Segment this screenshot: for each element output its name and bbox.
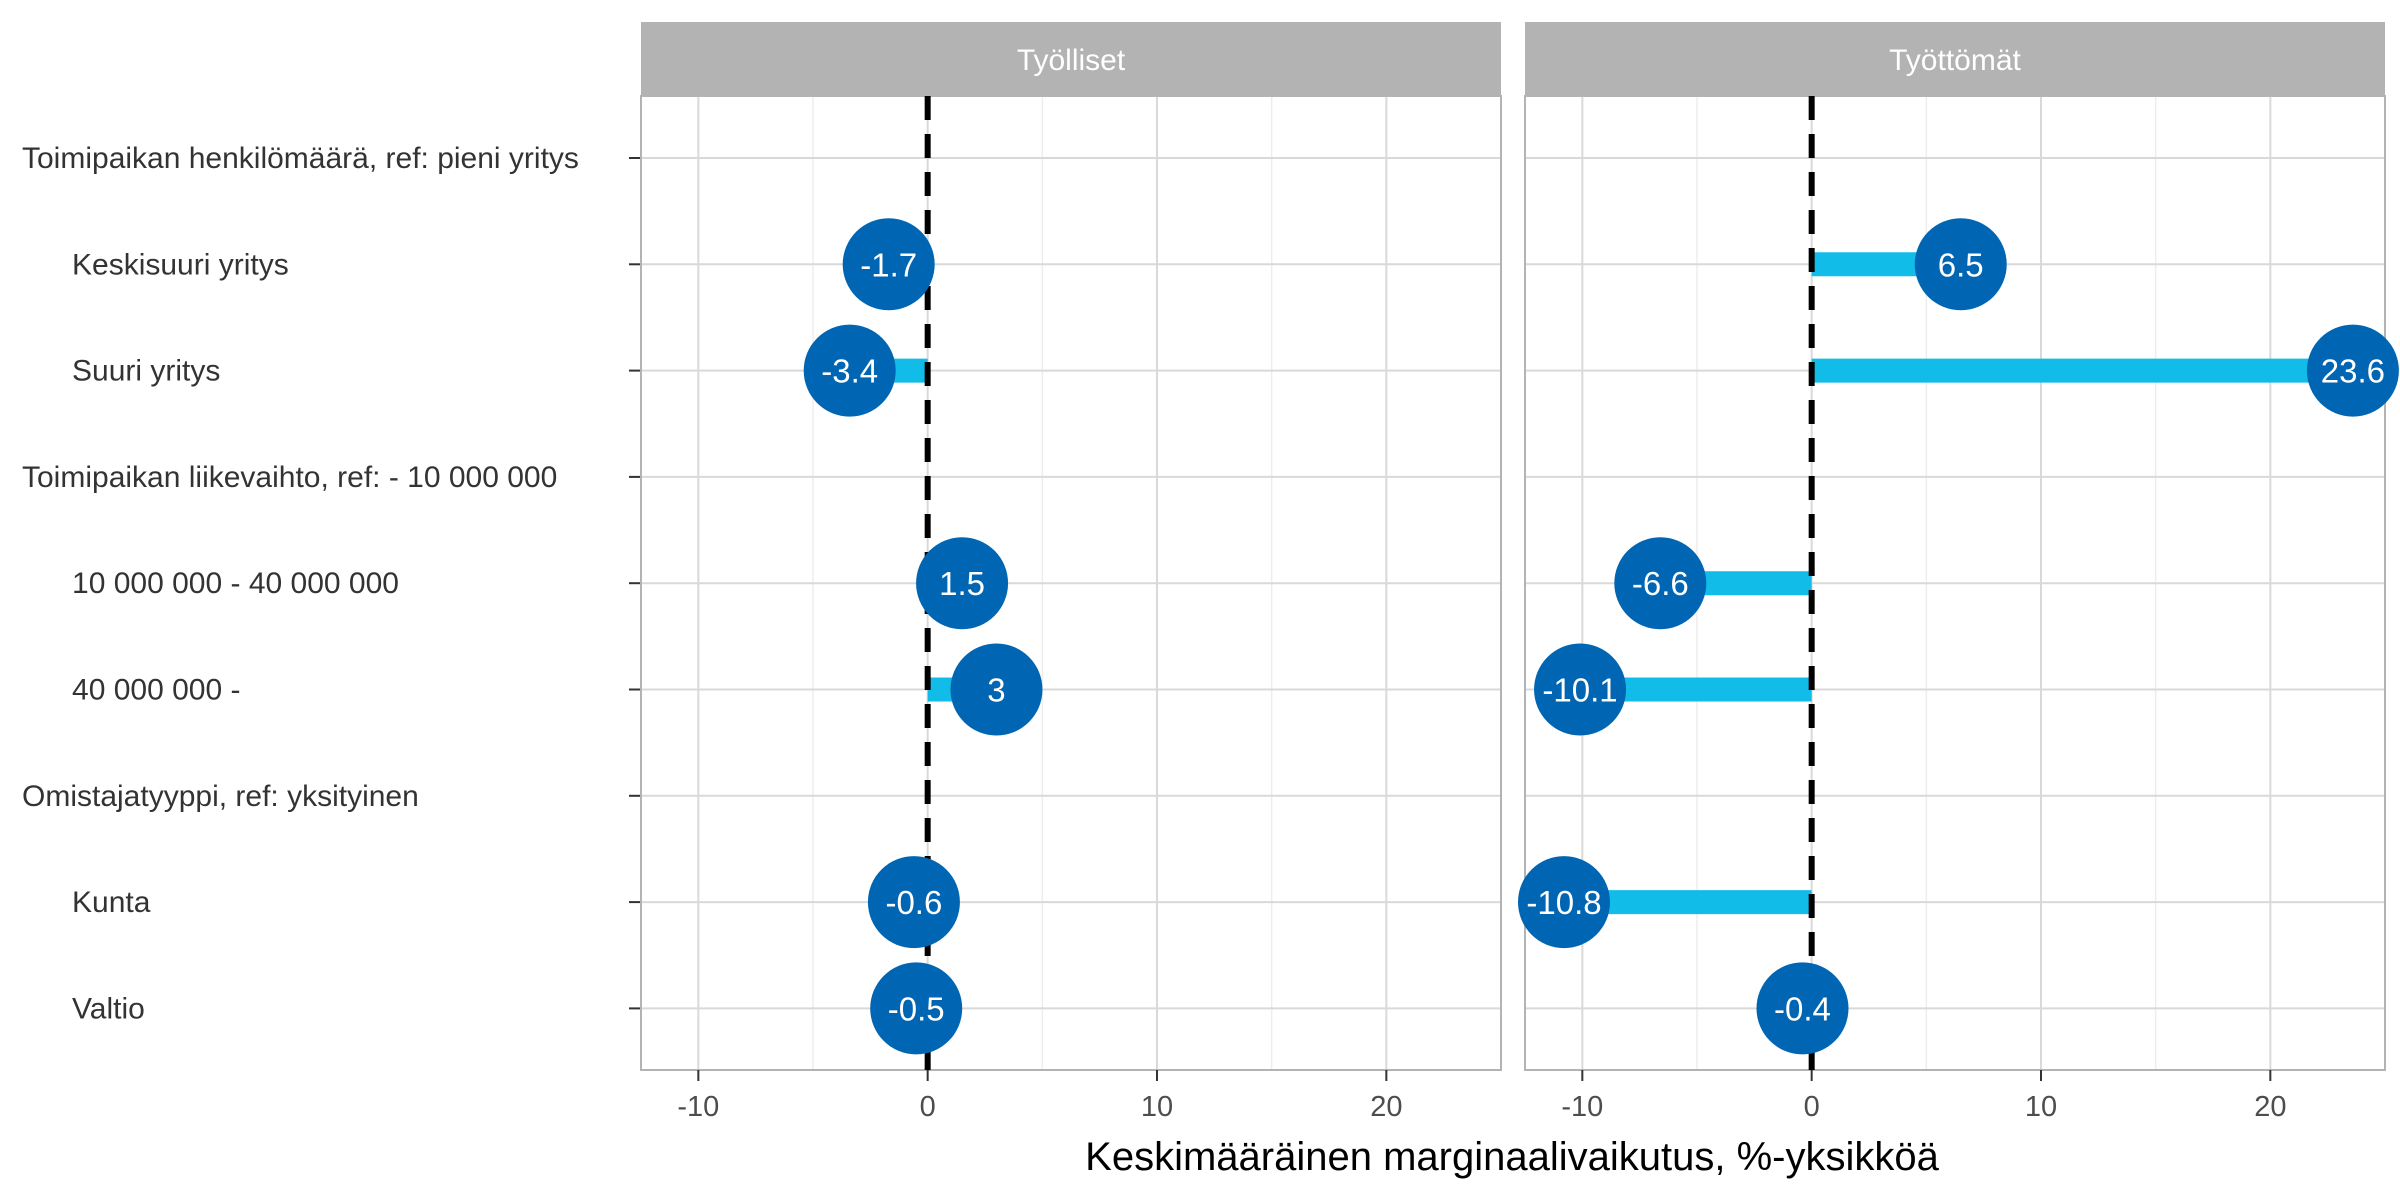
facet-strip-label: Työlliset — [1017, 44, 1126, 77]
panel-border — [640, 95, 1502, 1071]
x-tick-label: 0 — [920, 1091, 936, 1123]
category-label: 10 000 000 - 40 000 000 — [22, 567, 399, 600]
point-value-label: -3.4 — [821, 353, 878, 390]
x-tick-label: -10 — [677, 1091, 719, 1123]
lollipop-point — [842, 218, 935, 311]
point-value-label: 6.5 — [1938, 246, 1984, 283]
point-value-label: -6.6 — [1632, 565, 1689, 602]
lollipop-point — [1517, 856, 1610, 949]
x-tick-label: -10 — [1561, 1091, 1603, 1123]
point-value-label: -10.1 — [1542, 672, 1617, 709]
category-label: Omistajatyyppi, ref: yksityinen — [22, 780, 419, 813]
facet-strip — [1525, 22, 2385, 96]
point-value-label: -0.5 — [888, 990, 945, 1027]
category-label: Suuri yritys — [22, 355, 220, 388]
category-label: Kunta — [22, 886, 151, 919]
category-label: Valtio — [22, 992, 145, 1025]
x-tick-label: 20 — [1370, 1091, 1402, 1123]
lollipop-point — [803, 324, 896, 417]
x-tick-label: 20 — [2254, 1091, 2286, 1123]
x-tick-label: 0 — [1804, 1091, 1820, 1123]
lollipop-point — [916, 537, 1009, 630]
lollipop-point — [1614, 537, 1707, 630]
x-tick-label: 10 — [1141, 1091, 1173, 1123]
lollipop-point — [870, 962, 963, 1055]
lollipop-point — [867, 856, 960, 949]
lollipop-point — [950, 643, 1043, 736]
category-label: Keskisuuri yritys — [22, 248, 289, 281]
facet-panel: Työlliset -1.7 -3.4 1.5 3 -0.6 -0.5 -10 0 10 20 — [640, 22, 1502, 1123]
x-tick-label: 10 — [2025, 1091, 2057, 1123]
category-label: Toimipaikan liikevaihto, ref: - 10 000 0… — [22, 461, 557, 494]
facet-strip — [641, 22, 1501, 96]
lollipop-point — [1756, 962, 1849, 1055]
point-value-label: -0.4 — [1774, 990, 1831, 1027]
point-value-label: 23.6 — [2321, 353, 2385, 390]
facet-panels: Työlliset-1.7-3.41.53-0.6-0.5-10 0 10 20Työ… — [640, 22, 2399, 1123]
point-value-label: -0.6 — [885, 884, 942, 921]
category-label: 40 000 000 - — [22, 674, 240, 707]
point-value-label: 1.5 — [939, 565, 985, 602]
point-value-label: 3 — [987, 672, 1005, 709]
category-label: Toimipaikan henkilömäärä, ref: pieni yri… — [22, 142, 579, 175]
category-labels: Toimipaikan henkilömäärä, ref: pieni yri… — [22, 142, 641, 1025]
point-value-label: -1.7 — [860, 246, 917, 283]
facet-strip-label: Työttömät — [1889, 44, 2021, 77]
x-axis-title: Keskimääräinen marginaalivaikutus, %-yks… — [1085, 1135, 1939, 1179]
facet-panel: Työttömät 6.5 23.6 -6.6 -10.1 -10.8 -0.4 -10 0 10… — [1517, 22, 2399, 1123]
point-value-label: -10.8 — [1526, 884, 1601, 921]
panel-border — [1524, 95, 2386, 1071]
lollipop-point — [2306, 324, 2399, 417]
lollipop-point — [1914, 218, 2007, 311]
lollipop-point — [1534, 643, 1627, 736]
